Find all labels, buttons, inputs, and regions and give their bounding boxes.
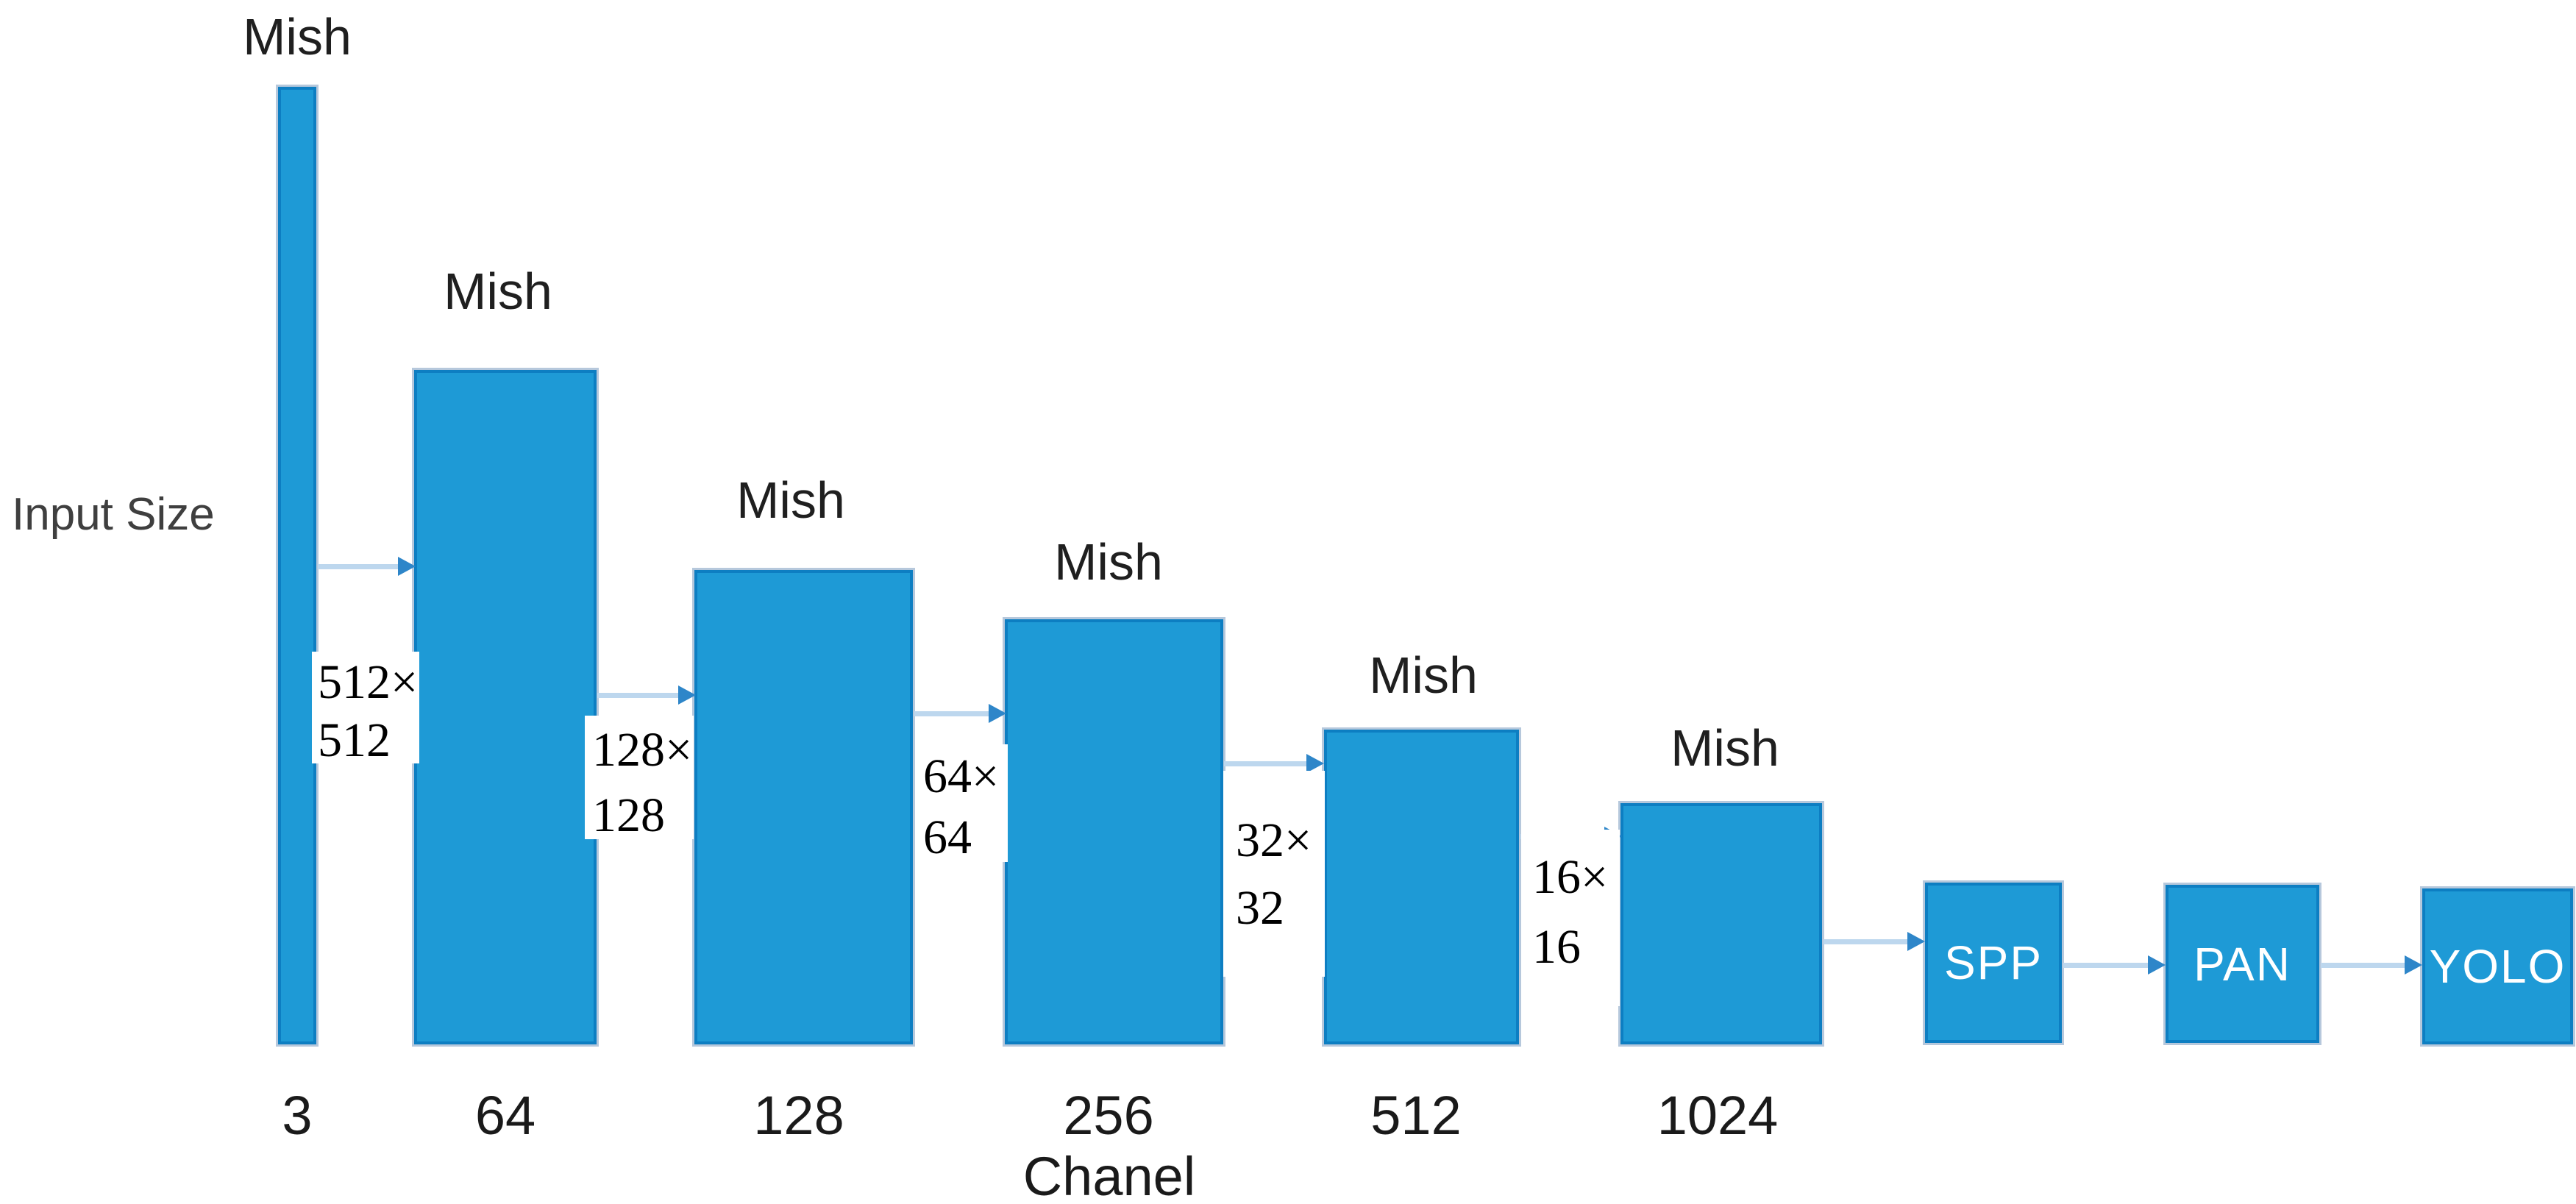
size-line: 128× — [592, 723, 693, 777]
feature-size-label-128: 128× 128 — [585, 716, 694, 842]
activation-label: Mish — [1369, 646, 1478, 704]
size-line: 512× — [318, 655, 419, 709]
flow-arrow — [1824, 929, 1925, 954]
activation-label: Mish — [736, 471, 845, 529]
input-size-label: Input Size — [12, 489, 215, 540]
size-line: 32× — [1236, 813, 1312, 867]
flow-arrow — [2063, 952, 2166, 977]
feature-size-label-512: 512× 512 — [312, 652, 419, 767]
block-label: SPP — [1943, 936, 2043, 989]
channel-count-label: 64 — [474, 1085, 536, 1146]
feature-size-label-64: 64× 64 — [916, 744, 1008, 864]
size-line: 128 — [592, 788, 665, 842]
arrow-shaft — [2063, 963, 2154, 968]
channel-count-label: 256 — [1063, 1085, 1154, 1146]
arrow-head-icon — [989, 704, 1006, 723]
feature-size-label-32: 32× 32 — [1223, 771, 1325, 977]
arrow-shaft — [2321, 963, 2410, 968]
activation-label: Mish — [1671, 719, 1779, 777]
channel-count-label: 1024 — [1657, 1085, 1779, 1146]
size-line: 64 — [923, 811, 972, 864]
flow-arrow — [914, 701, 1006, 726]
size-line: 512 — [318, 713, 391, 767]
flow-arrow — [318, 554, 416, 579]
arrow-shaft — [914, 711, 995, 716]
bar-512 — [1324, 730, 1519, 1044]
bar-3 — [278, 87, 316, 1044]
block-label: PAN — [2193, 937, 2291, 991]
flow-arrow — [1224, 751, 1324, 776]
arrow-shaft — [1224, 761, 1312, 766]
axis-label: Chanel — [1022, 1146, 1196, 1204]
channel-count-label: 128 — [753, 1085, 844, 1146]
arrow-head-icon — [398, 557, 416, 576]
spp-block: SPP — [1925, 883, 2062, 1043]
yolo-block: YOLO — [2422, 888, 2573, 1044]
arrow-shaft — [318, 564, 404, 569]
block-label: YOLO — [2429, 940, 2566, 993]
arrow-head-icon — [2405, 955, 2422, 975]
size-line: 16 — [1532, 920, 1581, 974]
size-line: 64× — [923, 749, 1000, 803]
size-line: 32 — [1236, 881, 1284, 935]
size-line: 16× — [1532, 850, 1609, 904]
bar-64 — [414, 370, 597, 1044]
feature-size-label-16: 16× 16 — [1521, 830, 1620, 1006]
bar-1024 — [1620, 803, 1822, 1044]
channel-count-label: 512 — [1370, 1085, 1462, 1146]
activation-label: Mish — [243, 8, 352, 65]
arrow-head-icon — [1907, 932, 1925, 951]
flow-arrow — [2321, 952, 2422, 977]
channel-count-label: 3 — [282, 1085, 313, 1146]
bar-256 — [1005, 619, 1223, 1044]
arrow-shaft — [597, 693, 684, 698]
activation-label: Mish — [444, 263, 552, 320]
arrow-head-icon — [2148, 955, 2166, 975]
arrow-head-icon — [1306, 754, 1324, 773]
flow-arrow — [597, 683, 696, 708]
arrow-shaft — [1824, 939, 1913, 944]
arrow-head-icon — [678, 685, 696, 705]
pan-block: PAN — [2166, 885, 2319, 1043]
bar-128 — [694, 570, 913, 1044]
activation-label: Mish — [1054, 533, 1163, 591]
